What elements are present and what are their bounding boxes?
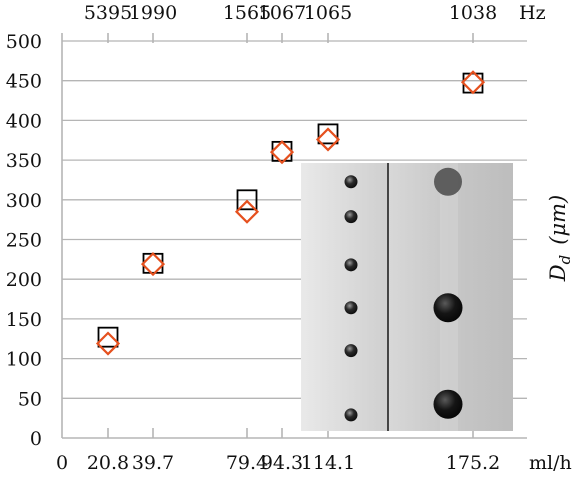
top-tick-label: 1990 — [129, 2, 177, 24]
y-tick-label: 400 — [6, 110, 42, 132]
gridlines — [62, 40, 527, 399]
x-tick-label: 39.7 — [132, 452, 174, 474]
inset-droplet-large — [434, 167, 462, 196]
diamond-marker — [460, 70, 486, 95]
data-markers — [95, 70, 486, 356]
inset-droplet-small — [344, 408, 358, 422]
top-tick-label: 1067 — [258, 2, 306, 24]
y-tick-label: 150 — [6, 309, 42, 331]
y-tick-label: 200 — [6, 269, 42, 291]
y-axis-label-unit: (μm) — [546, 195, 570, 245]
square-marker — [142, 252, 164, 274]
diamond-marker — [315, 127, 341, 152]
square-marker — [462, 72, 484, 94]
y-tick-label: 350 — [6, 150, 42, 172]
inset-droplet-large — [433, 293, 463, 323]
x-tick-label: 114.1 — [301, 452, 355, 474]
inset-droplet-small — [344, 344, 358, 358]
x-tick-label: 20.8 — [87, 452, 129, 474]
y-tick-label: 450 — [6, 71, 42, 93]
square-marker — [317, 123, 339, 145]
y-tick-label: 250 — [6, 230, 42, 252]
x-tick-label: 0 — [56, 452, 68, 474]
y-tick-label: 0 — [30, 428, 42, 450]
square-marker — [97, 326, 119, 348]
inset-droplet-small — [344, 175, 358, 189]
inset-droplet-large — [433, 389, 463, 419]
x-tick-label: 79.4 — [226, 452, 268, 474]
y-tick-label: 50 — [18, 388, 42, 410]
y-axis-label: Dd (μm) — [546, 195, 574, 282]
x-tick-label: 175.2 — [446, 452, 500, 474]
top-axis-unit: Hz — [519, 2, 546, 24]
diamond-marker — [234, 199, 260, 224]
top-tick-label: 5395 — [84, 2, 132, 24]
axes — [61, 33, 527, 439]
diamond-marker — [140, 252, 166, 277]
diamond-marker — [95, 331, 121, 356]
inset-droplet-small — [344, 258, 358, 272]
x-axis-unit: ml/h — [529, 452, 572, 474]
y-tick-label: 500 — [6, 31, 42, 53]
square-marker — [236, 189, 258, 211]
inset-droplet-small — [344, 210, 358, 224]
y-tick-label: 300 — [6, 190, 42, 212]
top-tick-label: 1065 — [304, 2, 352, 24]
diamond-marker — [269, 140, 295, 165]
axis-labels: 0 50 100 150 200 250 300 350 400 450 500 0 20.8 39.7 7… — [6, 2, 574, 474]
droplet-photo-inset — [301, 163, 513, 431]
square-marker — [271, 140, 293, 162]
inset-droplet-small — [344, 301, 358, 315]
top-tick-label: 1565 — [223, 2, 271, 24]
top-tick-label: 1038 — [449, 2, 497, 24]
y-tick-label: 100 — [6, 349, 42, 371]
x-tick-label: 94.3 — [261, 452, 303, 474]
inset-left-panel — [301, 163, 388, 431]
y-axis-label-subscript: d — [556, 255, 574, 265]
y-axis-label-symbol: D — [546, 264, 570, 282]
